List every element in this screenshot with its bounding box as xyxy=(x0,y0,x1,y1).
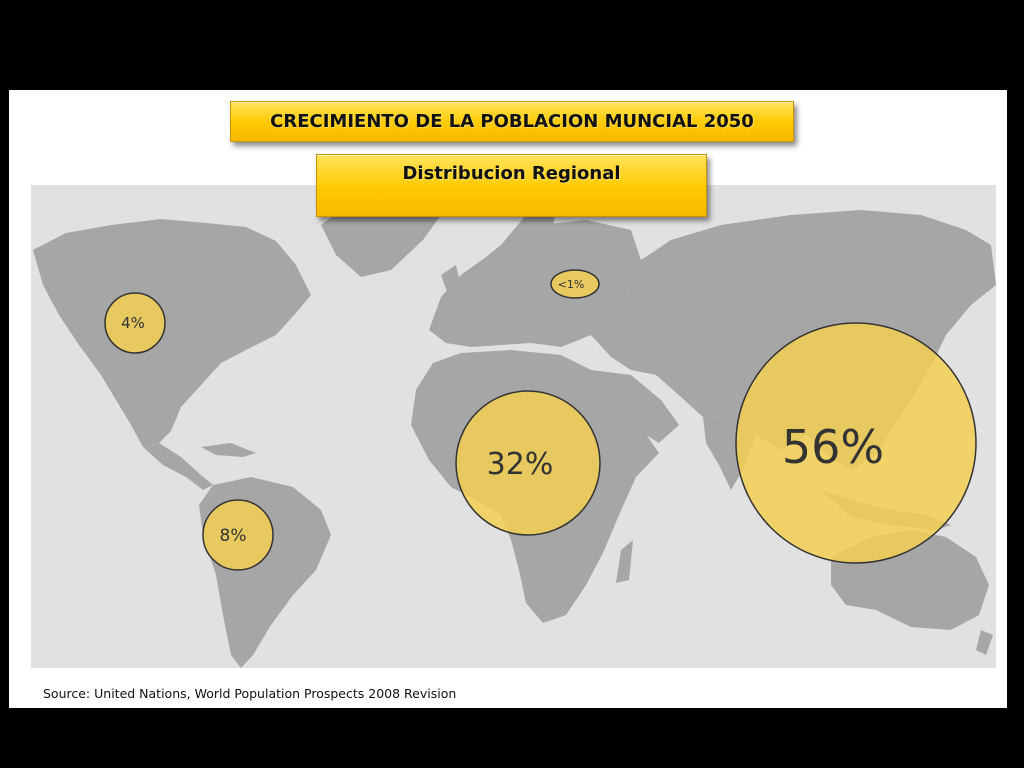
world-map: 4% <1% 8% 32% 56% xyxy=(31,185,996,668)
page-title: CRECIMIENTO DE LA POBLACION MUNCIAL 2050 xyxy=(270,111,754,132)
japan-shape xyxy=(911,290,943,353)
source-caption: Source: United Nations, World Population… xyxy=(43,686,457,701)
british-isles-shape xyxy=(441,265,461,297)
bubble-asia: 56% xyxy=(735,322,977,564)
bubble-europe: <1% xyxy=(550,269,600,299)
slide: 4% <1% 8% 32% 56% xyxy=(9,90,1007,708)
bubble-latin-america-label: 8% xyxy=(220,526,247,546)
bubble-latin-america-circle xyxy=(202,499,274,571)
bubble-africa-circle xyxy=(455,390,601,536)
bubble-africa: 32% xyxy=(455,390,601,536)
north-america-shape xyxy=(33,219,311,447)
bubble-europe-circle xyxy=(550,269,600,299)
bubble-north-america-label: 4% xyxy=(121,314,145,332)
bubble-north-america: 4% xyxy=(104,292,166,354)
page-subtitle: Distribucion Regional xyxy=(402,162,621,184)
bubble-europe-label: <1% xyxy=(558,278,585,291)
world-map-svg: 4% <1% 8% 32% 56% xyxy=(33,193,996,668)
central-america-shape xyxy=(143,443,213,490)
caribbean-shape xyxy=(201,443,256,457)
madagascar-shape xyxy=(616,540,633,583)
bubble-latin-america: 8% xyxy=(202,499,274,571)
scandinavia-shape xyxy=(501,210,556,270)
region-bubbles: 4% <1% 8% 32% 56% xyxy=(104,269,977,571)
bubble-asia-label: 56% xyxy=(782,420,884,474)
bubble-africa-label: 32% xyxy=(487,447,554,482)
arabian-peninsula-shape xyxy=(591,370,679,443)
new-zealand-shape xyxy=(976,630,993,655)
bubble-asia-circle xyxy=(735,322,977,564)
bubble-north-america-circle xyxy=(104,292,166,354)
title-banner: CRECIMIENTO DE LA POBLACION MUNCIAL 2050 xyxy=(230,101,794,142)
europe-shape xyxy=(429,220,641,347)
subtitle-banner: Distribucion Regional xyxy=(316,154,707,217)
